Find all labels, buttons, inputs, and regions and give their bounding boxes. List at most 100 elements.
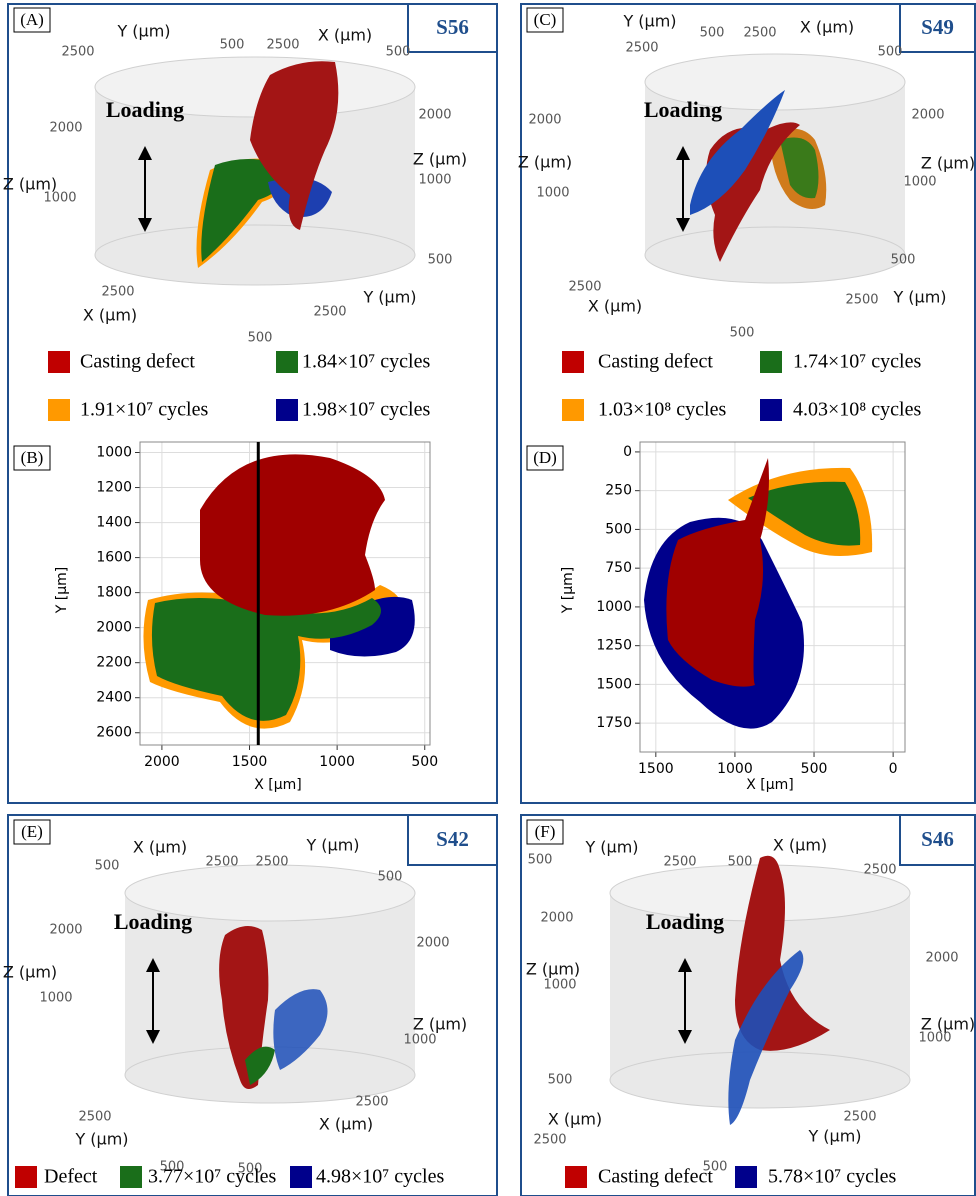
x-tick-label: 500: [801, 761, 828, 777]
axis-label: Z (μm): [518, 153, 572, 172]
blob: [690, 90, 785, 215]
axis-label: Y (μm): [362, 288, 416, 307]
panel-label: (E): [21, 822, 43, 841]
y-tick-label: 2600: [96, 725, 132, 741]
axis-label: 2500: [205, 855, 238, 870]
axis-label: 2500: [313, 305, 346, 320]
axis-label: 2500: [61, 45, 94, 60]
y-axis-label: Y [μm]: [54, 567, 70, 614]
legend-label: 1.98×10⁷ cycles: [302, 399, 430, 421]
cylinder-base: [94, 224, 416, 286]
loading-label: Loading: [646, 909, 724, 934]
axis-label: Y (μm): [622, 12, 676, 31]
axis-label: 2000: [49, 923, 82, 938]
legend-label: 1.74×10⁷ cycles: [793, 351, 921, 373]
axis-label: Z (μm): [3, 963, 57, 982]
plot-border: [139, 441, 431, 746]
panel-label: (A): [20, 10, 44, 29]
axis-label: Y (μm): [305, 836, 359, 855]
x-tick-label: 1000: [717, 761, 753, 777]
axis-label: 500: [95, 859, 120, 874]
axis-label: 2000: [49, 121, 82, 136]
legend-swatch: [120, 1166, 142, 1188]
blob: [219, 926, 269, 1089]
y-tick-label: 1250: [596, 638, 632, 654]
axis-label: 1000: [39, 991, 72, 1006]
panel-label-box: [13, 445, 51, 471]
axis-label: X (μm): [133, 838, 187, 857]
axis-label: 500: [378, 870, 403, 885]
legend-label: 1.91×10⁷ cycles: [80, 399, 208, 421]
blob: [245, 1046, 275, 1085]
loading-label: Loading: [644, 97, 722, 122]
x-tick-label: 500: [411, 754, 438, 770]
cylinder-base: [644, 226, 906, 284]
legend-label: 4.98×10⁷ cycles: [316, 1166, 444, 1188]
axis-label: 500: [220, 38, 245, 53]
legend-swatch: [735, 1166, 757, 1188]
axis-label: 2500: [533, 1133, 566, 1148]
y-tick-label: 1500: [596, 676, 632, 692]
axis-label: Z (μm): [413, 150, 467, 169]
axis-label: 1000: [403, 1033, 436, 1048]
axis-label: Z (μm): [526, 960, 580, 979]
axis-label: 500: [428, 253, 453, 268]
axis-label: 2500: [255, 855, 288, 870]
axis-label: Z (μm): [921, 1015, 975, 1034]
sample-box: [899, 3, 976, 53]
cylinder-top: [124, 864, 416, 922]
axis-label: 2500: [266, 38, 299, 53]
blob: [780, 137, 819, 199]
axis-label: 2500: [843, 1110, 876, 1125]
panel-label-box: [13, 7, 51, 33]
cylinder: [125, 893, 415, 1075]
axis-label: 500: [878, 45, 903, 60]
axis-label: 1000: [43, 191, 76, 206]
axis-label: 1000: [418, 173, 451, 188]
frames: [7, 3, 976, 1196]
axis-label: 2500: [101, 285, 134, 300]
panel-label-box: [13, 819, 51, 845]
axis-label: X (μm): [773, 836, 827, 855]
y-tick-label: 1400: [96, 515, 132, 531]
axis-label: 1000: [536, 186, 569, 201]
y-tick-label: 1800: [96, 585, 132, 601]
blob: [200, 454, 385, 616]
axis-label: 2500: [568, 280, 601, 295]
axis-label: 2500: [625, 41, 658, 56]
legend-swatch: [276, 399, 298, 421]
axis-label: Y (μm): [807, 1127, 861, 1146]
axis-label: 2000: [418, 108, 451, 123]
frame: [7, 3, 498, 804]
blob: [250, 61, 339, 230]
legend-swatch: [276, 351, 298, 373]
y-axis-label: Y [μm]: [560, 567, 576, 614]
y-tick-label: 500: [605, 521, 632, 537]
legend-swatch: [760, 399, 782, 421]
axis-label: Z (μm): [413, 1015, 467, 1034]
axis-label: 2500: [663, 855, 696, 870]
y-tick-label: 1200: [96, 480, 132, 496]
panel-label: (B): [21, 448, 44, 467]
blob: [151, 597, 381, 721]
y-tick-label: 2200: [96, 655, 132, 671]
axis-label: 500: [728, 855, 753, 870]
sample-box: [407, 3, 498, 53]
axis-label: 500: [160, 1160, 185, 1175]
axis-label: 500: [703, 1160, 728, 1175]
axis-label: 2000: [540, 911, 573, 926]
y-tick-label: 1750: [596, 715, 632, 731]
x-tick-label: 0: [889, 761, 898, 777]
legend-swatch: [15, 1166, 37, 1188]
axis-label: 1000: [543, 978, 576, 993]
axis-label: X (μm): [319, 1115, 373, 1134]
blob: [748, 481, 861, 546]
axis-label: 2500: [78, 1110, 111, 1125]
axis-label: 2500: [743, 26, 776, 41]
sample-box: [899, 814, 976, 866]
y-tick-label: 2000: [96, 620, 132, 636]
axis-label: 500: [730, 326, 755, 341]
axis-label: 500: [528, 853, 553, 868]
y-tick-label: 0: [623, 444, 632, 460]
axis-label: 1000: [918, 1031, 951, 1046]
